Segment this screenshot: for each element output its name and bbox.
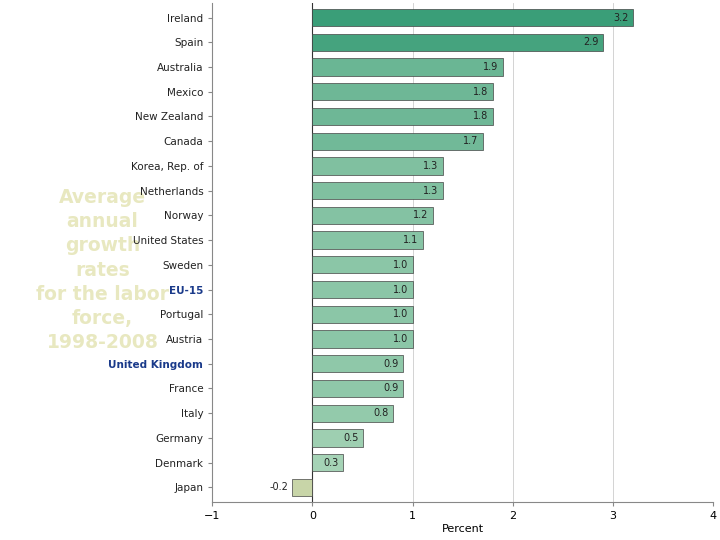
Text: 1.2: 1.2	[413, 211, 428, 220]
Text: 2.9: 2.9	[583, 37, 599, 48]
Text: 1.8: 1.8	[473, 87, 489, 97]
Bar	[312, 157, 443, 174]
Bar	[312, 404, 392, 422]
Bar	[292, 478, 312, 496]
Bar	[312, 182, 443, 199]
Bar	[312, 58, 503, 76]
Text: 1.8: 1.8	[473, 111, 489, 122]
Text: Average
annual
growth
rates
for the labor
force,
1998-2008: Average annual growth rates for the labo…	[36, 188, 169, 352]
Text: 1.0: 1.0	[393, 334, 408, 344]
Text: 0.5: 0.5	[343, 433, 359, 443]
Text: 1.9: 1.9	[483, 62, 499, 72]
Text: 1.0: 1.0	[393, 309, 408, 319]
Bar	[312, 330, 413, 348]
Text: 0.9: 0.9	[383, 383, 399, 394]
Bar	[312, 306, 413, 323]
Bar	[312, 454, 343, 471]
Text: 3.2: 3.2	[613, 12, 629, 23]
Bar	[312, 429, 362, 447]
Bar	[312, 355, 402, 373]
Bar	[312, 281, 413, 298]
Text: 0.3: 0.3	[323, 457, 338, 468]
Bar	[312, 256, 413, 273]
Text: 1.0: 1.0	[393, 285, 408, 294]
Bar	[312, 380, 402, 397]
Bar	[312, 207, 433, 224]
Bar	[312, 132, 482, 150]
Text: -0.2: -0.2	[269, 482, 289, 492]
Bar	[312, 232, 423, 249]
X-axis label: Percent: Percent	[441, 524, 484, 534]
Bar	[312, 9, 633, 26]
Text: 1.3: 1.3	[423, 161, 438, 171]
Text: 1.1: 1.1	[403, 235, 418, 245]
Text: 0.9: 0.9	[383, 359, 399, 369]
Text: 0.8: 0.8	[373, 408, 389, 418]
Text: 1.3: 1.3	[423, 186, 438, 195]
Bar	[312, 33, 603, 51]
Bar	[312, 83, 492, 100]
Bar	[312, 108, 492, 125]
Text: 1.0: 1.0	[393, 260, 408, 270]
Text: 1.7: 1.7	[463, 136, 479, 146]
